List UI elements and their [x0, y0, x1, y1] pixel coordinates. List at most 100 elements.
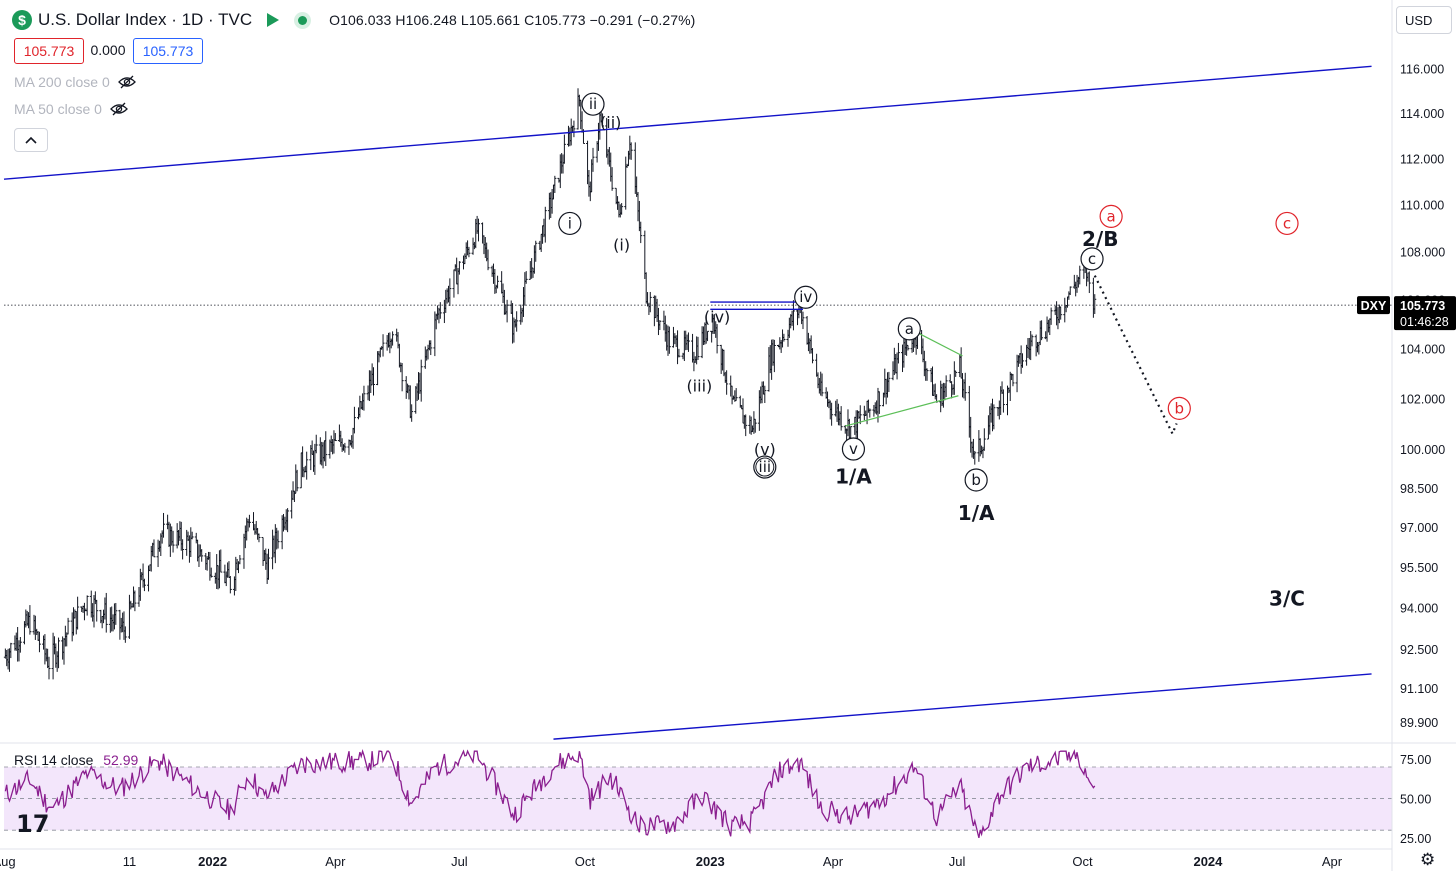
wave-label: (iii): [686, 377, 712, 396]
wave-circle: [1099, 204, 1123, 228]
price-bar: [190, 531, 194, 540]
price-bar: [1011, 373, 1015, 387]
price-bar: [620, 203, 624, 215]
price-bar: [371, 367, 375, 396]
currency-button[interactable]: USD: [1396, 6, 1452, 34]
price-tick-label: 116.000: [1400, 63, 1444, 77]
rsi-value: 52.99: [103, 752, 139, 768]
price-bar: [591, 147, 595, 172]
market-open-icon: [267, 13, 280, 27]
time-tick-label: Oct: [1072, 854, 1093, 869]
price-tick-label: 94.000: [1400, 602, 1438, 616]
buy-price-box[interactable]: 105.773: [133, 38, 203, 64]
hidden-eye-icon[interactable]: [117, 75, 136, 89]
price-bar: [791, 300, 795, 331]
price-bar: [267, 548, 271, 580]
price-bar: [686, 332, 690, 352]
price-bar: [95, 599, 99, 622]
price-bar: [171, 530, 175, 553]
ma200-label: MA 200 close 0: [14, 74, 110, 90]
price-bar: [238, 555, 242, 565]
wave-label: ii: [581, 92, 605, 116]
price-bar: [295, 469, 299, 492]
time-tick-label: Jul: [949, 854, 966, 869]
price-bar: [830, 402, 834, 426]
symbol-price-tag: DXY 105.773 01:46:28: [1357, 296, 1456, 331]
price-bar: [629, 142, 633, 160]
wave-label: 1/A: [835, 464, 872, 488]
wave-circle: [753, 455, 777, 479]
price-bar: [1087, 271, 1091, 294]
collapse-legend-button[interactable]: [14, 128, 48, 152]
price-bar: [601, 113, 605, 128]
ma200-legend[interactable]: MA 200 close 0: [14, 74, 136, 90]
price-bar: [753, 418, 757, 433]
price-tick-label: 97.000: [1400, 521, 1438, 535]
price-bar: [85, 595, 89, 616]
symbol-title[interactable]: U.S. Dollar Index · 1D · TVC: [38, 10, 253, 29]
price-bar: [162, 512, 166, 538]
symbol-tag-text: DXY: [1361, 299, 1387, 313]
price-bar: [76, 596, 80, 630]
tradingview-logo[interactable]: 17: [16, 810, 50, 838]
price-bar: [648, 291, 652, 313]
price-bar: [228, 575, 232, 594]
rsi-legend[interactable]: RSI 14 close 52.99: [14, 752, 138, 768]
hidden-eye-icon[interactable]: [110, 102, 128, 116]
rsi-label: RSI 14 close: [14, 752, 94, 768]
wave-label: b: [1167, 396, 1191, 420]
price-bar: [66, 617, 70, 635]
price-bar: [486, 249, 490, 271]
price-bar: [1049, 307, 1053, 325]
price-bar: [219, 549, 223, 573]
wave-text: c: [1283, 214, 1291, 232]
time-tick-label: Apr: [325, 854, 346, 869]
price-bar: [925, 368, 929, 381]
time-tick-label: Apr: [1322, 854, 1343, 869]
ma50-legend[interactable]: MA 50 close 0: [14, 101, 128, 117]
wave-label: 2/B: [1082, 227, 1118, 251]
price-bar: [429, 340, 433, 356]
wave-label: 3/C: [1269, 586, 1305, 610]
wave-circle: [897, 317, 921, 341]
price-tick-label: 104.000: [1400, 342, 1445, 356]
wave-circle: [1275, 211, 1299, 236]
price-bar: [314, 434, 318, 454]
wave-circle: [1167, 396, 1191, 420]
price-tick-label: 91.100: [1400, 682, 1438, 696]
price-bar: [515, 311, 519, 332]
price-tick-label: 114.000: [1400, 107, 1444, 121]
price-bar: [18, 636, 22, 653]
price-tick-label: 89.900: [1400, 716, 1438, 730]
price-tick-label: 100.000: [1400, 443, 1445, 457]
price-bar: [247, 514, 251, 528]
price-bar: [1001, 389, 1005, 413]
rsi-band: [4, 766, 1392, 831]
sell-price-box[interactable]: 105.773: [14, 38, 84, 64]
wave-text: (v): [754, 440, 776, 459]
rsi-tick-label: 25.00: [1400, 832, 1431, 846]
price-bar: [381, 334, 385, 357]
price-bar: [992, 404, 996, 430]
ma50-label: MA 50 close 0: [14, 101, 102, 117]
price-bar: [152, 539, 156, 558]
chart-header: $ U.S. Dollar Index · 1D · TVC O106.033 …: [12, 8, 695, 32]
price-tick-label: 102.000: [1400, 392, 1445, 406]
wave-label: v: [841, 437, 866, 461]
time-tick-label: 2022: [198, 854, 227, 869]
wave-text: 1/A: [958, 501, 995, 525]
wave-label: iv: [794, 285, 818, 309]
wave-text: (i): [613, 236, 630, 255]
price-bar: [1068, 286, 1072, 296]
price-bar: [858, 405, 862, 425]
dollar-symbol-icon[interactable]: $: [12, 10, 32, 30]
wave-text: (iv): [704, 308, 730, 327]
price-bar: [352, 406, 356, 434]
wave-label: iii: [753, 455, 777, 479]
settings-gear-icon[interactable]: ⚙: [1420, 850, 1436, 869]
price-bar: [114, 602, 118, 625]
price-tick-label: 108.000: [1400, 246, 1445, 260]
price-bar: [476, 218, 480, 242]
rsi-line: [4, 748, 1096, 839]
